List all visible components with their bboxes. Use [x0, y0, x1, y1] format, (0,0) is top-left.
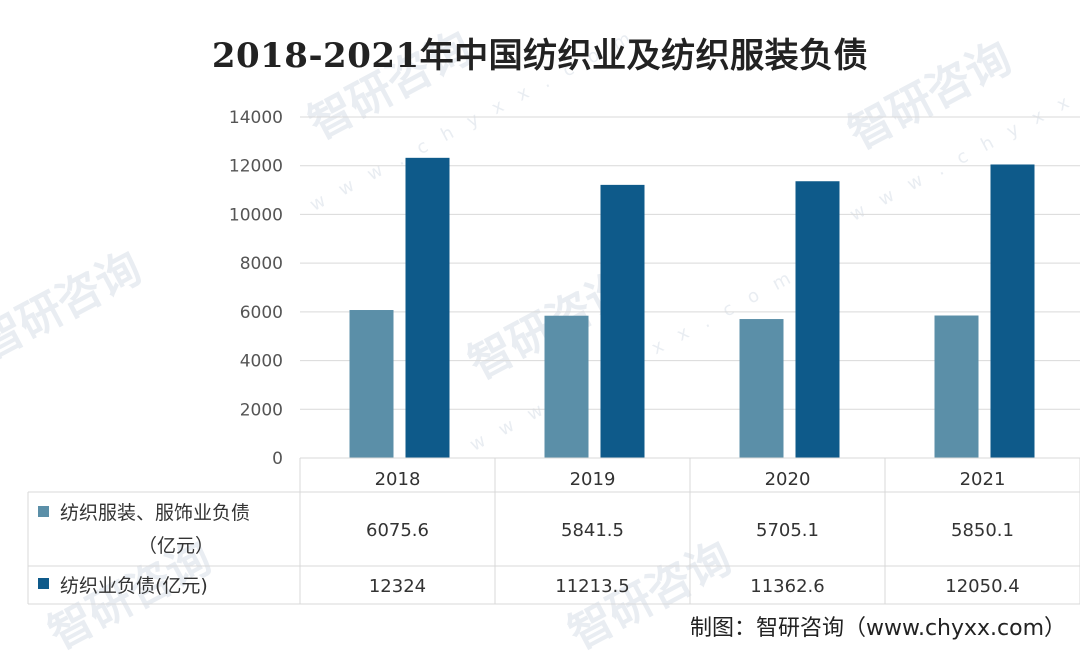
y-tick-label: 14000 — [229, 108, 283, 128]
bar-textile-2018 — [405, 157, 450, 458]
y-tick-label: 6000 — [240, 303, 283, 323]
y-tick-label: 4000 — [240, 352, 283, 372]
x-category-label: 2019 — [570, 469, 616, 490]
y-tick-label: 10000 — [229, 205, 283, 225]
bar-apparel-2018 — [349, 310, 394, 458]
table-value: 5850.1 — [951, 520, 1014, 541]
chart-title: 2018-2021年中国纺织业及纺织服装负债 — [211, 36, 869, 76]
table-value: 11362.6 — [750, 576, 824, 597]
table-value: 5841.5 — [561, 520, 624, 541]
bar-textile-2019 — [600, 184, 645, 458]
bar-apparel-2020 — [739, 319, 784, 458]
bar-textile-2021 — [990, 164, 1035, 458]
bar-apparel-2019 — [544, 315, 589, 458]
table-value: 12050.4 — [945, 576, 1019, 597]
x-category-label: 2020 — [765, 469, 811, 490]
y-axis-ticks: 0 2000 4000 6000 8000 10000 12000 14000 — [229, 108, 283, 469]
data-table: 2018 2019 2020 2021 纺织服装、服饰业负债 （亿元） 6075.6 5841… — [27, 457, 1080, 605]
y-tick-label: 0 — [272, 449, 283, 469]
legend-label: 纺织业负债(亿元) — [60, 575, 208, 597]
legend-swatch — [38, 578, 49, 589]
y-tick-label: 8000 — [240, 254, 283, 274]
legend-label: （亿元） — [138, 535, 214, 557]
bar-apparel-2021 — [934, 315, 979, 458]
legend-label: 纺织服装、服饰业负债 — [60, 502, 250, 524]
bar-textile-2020 — [795, 181, 840, 458]
legend-swatch — [38, 506, 49, 517]
table-value: 5705.1 — [756, 520, 819, 541]
y-tick-label: 12000 — [229, 157, 283, 177]
y-tick-label: 2000 — [240, 400, 283, 420]
bars — [349, 157, 1035, 458]
x-category-label: 2021 — [960, 469, 1006, 490]
table-value: 11213.5 — [555, 576, 629, 597]
table-value: 12324 — [369, 576, 426, 597]
source-note: 制图：智研咨询（www.chyxx.com） — [690, 616, 1067, 641]
table-value: 6075.6 — [366, 520, 429, 541]
x-category-label: 2018 — [375, 469, 421, 490]
